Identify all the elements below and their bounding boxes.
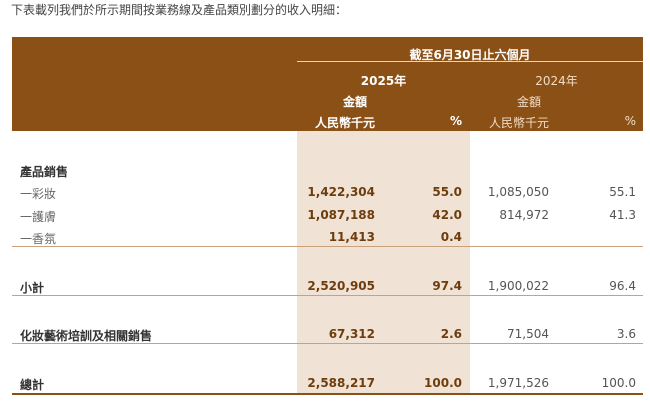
- pct-2025: 55.0: [432, 185, 462, 199]
- table-header-band: [12, 37, 643, 131]
- amount-2025: 2,588,217: [307, 376, 375, 390]
- row-label: 化妝藝術培訓及相關銷售: [20, 329, 153, 343]
- pct-2024: 3.6: [616, 327, 636, 341]
- year-2025-header: 2025年: [360, 74, 407, 88]
- row-label: 總計: [20, 378, 45, 392]
- amount-2025: 1,422,304: [307, 185, 375, 199]
- table-bottom-rule: [12, 393, 643, 395]
- pct-2024: 96.4: [609, 279, 636, 293]
- pct-2025-header: %: [449, 114, 462, 128]
- pct-2024: 55.1: [609, 185, 636, 199]
- amount-2024-header: 金額: [516, 95, 541, 109]
- amount-2025-header: 金額: [342, 95, 367, 109]
- amount-2024: 71,504: [507, 327, 549, 341]
- intro-text: 下表載列我們於所示期間按業務線及產品類別劃分的收入明細：: [11, 3, 348, 17]
- currency-2025-header: 人民幣千元: [314, 116, 375, 130]
- currency-2024-header: 人民幣千元: [488, 116, 549, 130]
- amount-2025: 11,413: [328, 230, 375, 244]
- amount-2025: 1,087,188: [307, 208, 375, 222]
- amount-2025: 2,520,905: [307, 279, 375, 293]
- pct-2024: 100.0: [601, 376, 636, 390]
- amount-2025: 67,312: [328, 327, 375, 341]
- amount-2024: 1,085,050: [487, 185, 549, 199]
- pct-2024-header: %: [624, 114, 636, 128]
- row-label: 一彩妝: [20, 187, 57, 201]
- row-label: 一護膚: [20, 210, 57, 224]
- pct-2025: 0.4: [440, 230, 462, 244]
- pct-2025: 97.4: [432, 279, 462, 293]
- amount-2024: 1,900,022: [487, 279, 549, 293]
- row-label: 小計: [20, 281, 45, 295]
- row-divider: [12, 246, 643, 247]
- row-label: 一香氛: [20, 232, 57, 246]
- amount-2024: 1,971,526: [487, 376, 549, 390]
- row-divider: [12, 295, 643, 296]
- pct-2025: 42.0: [432, 208, 462, 222]
- row-divider: [12, 343, 643, 344]
- pct-2024: 41.3: [609, 208, 636, 222]
- row-label: 產品銷售: [20, 165, 69, 179]
- year-2024-header: 2024年: [535, 74, 578, 88]
- pct-2025: 100.0: [424, 376, 462, 390]
- amount-2024: 814,972: [499, 208, 549, 222]
- pct-2025: 2.6: [440, 327, 462, 341]
- header-divider: [297, 61, 643, 62]
- highlight-column-2025: [297, 131, 470, 395]
- period-header: 截至6月30日止六個月: [409, 48, 531, 62]
